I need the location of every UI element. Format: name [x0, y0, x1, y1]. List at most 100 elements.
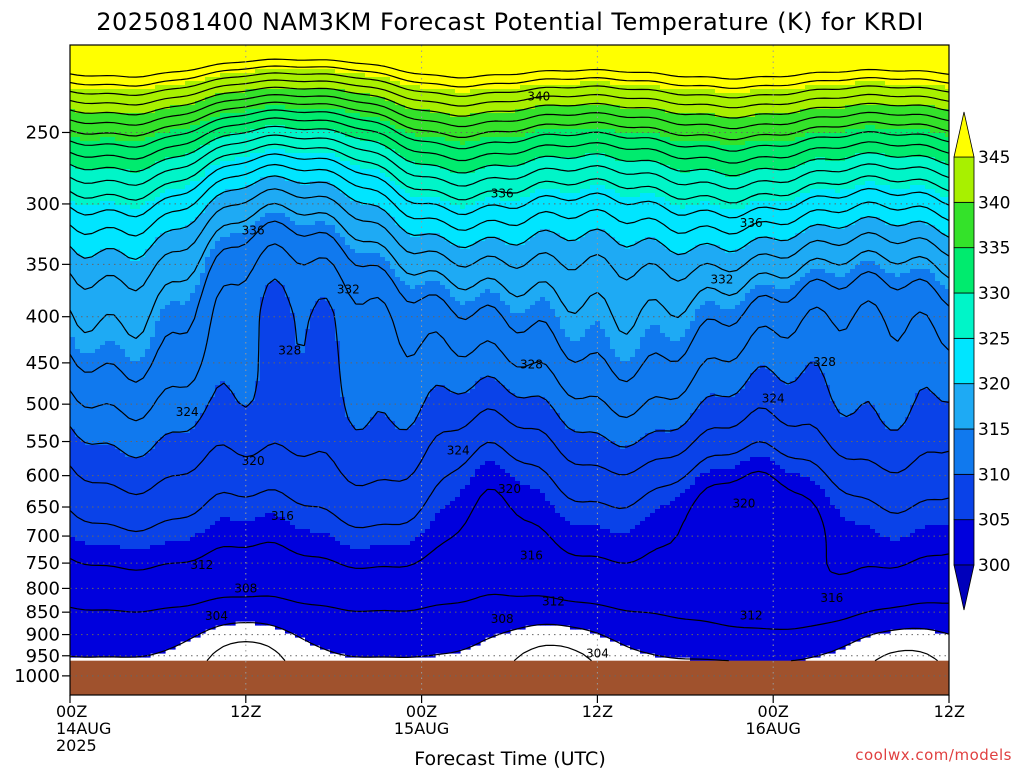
contour-band-cell [105, 169, 111, 202]
contour-band-cell [725, 117, 731, 146]
contour-label: 332 [710, 273, 733, 287]
contour-band-cell [465, 485, 471, 650]
contour-band-cell [290, 313, 296, 526]
contour-band-cell [935, 45, 941, 86]
contour-band-cell [340, 133, 346, 162]
contour-band-cell [720, 173, 726, 210]
contour-band-cell [650, 85, 656, 110]
contour-band-cell [295, 225, 301, 346]
contour-band-cell [245, 521, 251, 622]
contour-band-cell [945, 197, 949, 238]
contour-band-cell [110, 169, 116, 202]
contour-band-cell [265, 45, 271, 70]
contour-band-cell [455, 173, 461, 206]
contour-band-cell [635, 109, 641, 134]
contour-band-cell [665, 137, 671, 166]
contour-band-cell [355, 253, 361, 430]
contour-band-cell [325, 109, 331, 130]
contour-band-cell [505, 113, 511, 138]
contour-band-cell [280, 69, 286, 90]
contour-band-cell [150, 545, 156, 654]
contour-band-cell [780, 381, 786, 470]
contour-band-cell [115, 249, 121, 346]
contour-band-cell [530, 109, 536, 134]
contour-band-cell [445, 241, 451, 290]
contour-band-cell [375, 97, 381, 118]
contour-band-cell [430, 113, 436, 138]
contour-band-cell [100, 169, 106, 202]
contour-line-340 [70, 86, 949, 119]
contour-band-cell [790, 381, 796, 474]
contour-band-cell [435, 385, 441, 514]
contour-band-cell [125, 357, 131, 458]
contour-band-cell [665, 433, 671, 506]
contour-band-cell [895, 85, 901, 106]
contour-band-cell [510, 245, 516, 314]
contour-band-cell [125, 169, 131, 206]
contour-band-cell [685, 329, 691, 422]
contour-band-cell [455, 245, 461, 302]
contour-band-cell [465, 141, 471, 174]
contour-band-cell [665, 337, 671, 434]
contour-band-cell [920, 269, 926, 390]
contour-band-cell [515, 245, 521, 314]
contour-band-cell [620, 245, 626, 362]
contour-band-cell [725, 253, 731, 310]
contour-band-cell [705, 245, 711, 302]
contour-band-cell [245, 405, 251, 522]
contour-band-cell [170, 105, 176, 130]
contour-band-cell [150, 245, 156, 338]
contour-band-cell [115, 545, 121, 658]
contour-band-cell [905, 273, 911, 418]
contour-band-cell [530, 193, 536, 238]
contour-band-cell [625, 85, 631, 110]
contour-band-cell [210, 117, 216, 142]
contour-band-cell [370, 141, 376, 170]
contour-band-cell [540, 397, 546, 494]
contour-band-cell [595, 153, 601, 186]
contour-band-cell [845, 129, 851, 158]
contour-band-cell [515, 165, 521, 202]
contour-band-cell [230, 45, 236, 74]
contour-band-cell [235, 189, 241, 234]
contour-band-cell [730, 145, 736, 178]
contour-band-cell [600, 153, 606, 186]
contour-band-cell [915, 393, 921, 530]
contour-band-cell [780, 201, 786, 242]
contour-band-cell [450, 89, 456, 118]
contour-band-cell [230, 233, 236, 394]
contour-band-cell [890, 189, 896, 226]
contour-band-cell [530, 161, 536, 194]
ground-layer [70, 660, 949, 695]
contour-band-cell [300, 353, 306, 530]
contour-band-cell [195, 181, 201, 218]
contour-band-cell [185, 301, 191, 434]
contour-band-cell [775, 141, 781, 170]
contour-band-cell [730, 209, 736, 254]
contour-band-cell [695, 45, 701, 90]
contour-band-cell [535, 85, 541, 106]
contour-band-cell [760, 169, 766, 202]
contour-band-cell [775, 289, 781, 378]
contour-band-cell [720, 117, 726, 146]
contour-band-cell [430, 521, 436, 658]
contour-band-cell [860, 525, 866, 638]
contour-band-cell [645, 517, 651, 654]
contour-band-cell [140, 89, 146, 114]
contour-band-cell [650, 325, 656, 434]
contour-band-cell [145, 137, 151, 170]
contour-band-cell [880, 221, 886, 270]
contour-band-cell [670, 429, 676, 502]
contour-band-cell [915, 129, 921, 158]
contour-band-cell [920, 529, 926, 630]
contour-band-cell [705, 473, 711, 662]
contour-band-cell [830, 505, 836, 654]
contour-band-cell [835, 193, 841, 230]
contour-band-cell [570, 45, 576, 86]
contour-band-cell [850, 129, 856, 158]
contour-band-cell [350, 137, 356, 166]
contour-band-cell [290, 181, 296, 222]
contour-band-cell [775, 169, 781, 202]
contour-band-cell [720, 309, 726, 398]
